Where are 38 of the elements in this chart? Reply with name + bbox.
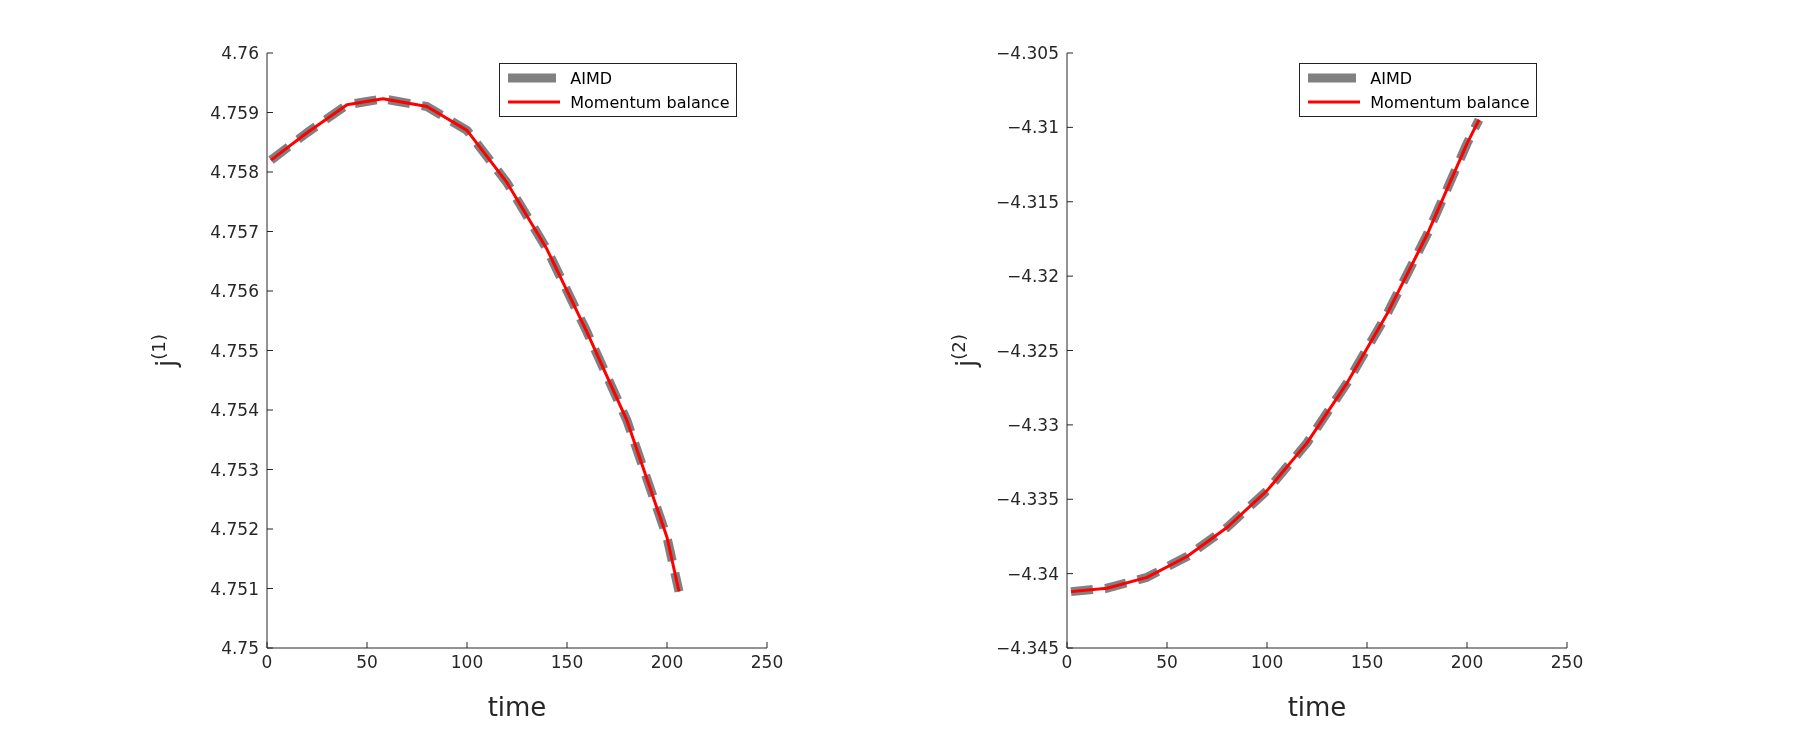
x-tick-label: 150 <box>1350 652 1383 673</box>
y-tick-label: 4.751 <box>209 578 259 599</box>
x-tick-label: 150 <box>550 652 583 673</box>
y-tick-label: −4.305 <box>995 43 1059 64</box>
y-tick-label: 4.757 <box>209 221 259 242</box>
x-tick-label: 0 <box>261 652 272 673</box>
legend-label: AIMD <box>1370 68 1413 88</box>
y-tick-label: 4.759 <box>209 102 259 123</box>
x-tick-label: 250 <box>750 652 783 673</box>
x-tick-label: 250 <box>1550 652 1583 673</box>
y-tick-label: 4.752 <box>209 519 259 540</box>
x-tick-label: 50 <box>355 652 378 673</box>
x-tick-label: 0 <box>1061 652 1072 673</box>
y-tick-label: −4.33 <box>1006 414 1059 435</box>
x-tick-label: 200 <box>650 652 683 673</box>
y-tick-label: 4.76 <box>220 43 259 64</box>
y-tick-label: −4.32 <box>1006 266 1059 287</box>
y-tick-label: 4.758 <box>209 162 259 183</box>
legend-label: AIMD <box>570 68 613 88</box>
y-tick-label: −4.315 <box>995 191 1059 212</box>
x-tick-label: 50 <box>1155 652 1178 673</box>
x-axis-title: time <box>1287 692 1346 722</box>
y-tick-label: −4.31 <box>1006 117 1059 138</box>
x-tick-label: 100 <box>450 652 483 673</box>
legend-label: Momentum balance <box>1370 92 1530 112</box>
x-axis-title: time <box>487 692 546 722</box>
x-tick-label: 200 <box>1450 652 1483 673</box>
x-tick-label: 100 <box>1250 652 1283 673</box>
y-tick-label: −4.34 <box>1006 563 1059 584</box>
y-tick-label: 4.755 <box>209 340 259 361</box>
y-tick-label: −4.325 <box>995 340 1059 361</box>
legend-label: Momentum balance <box>570 92 730 112</box>
y-tick-label: −4.335 <box>995 489 1059 510</box>
y-tick-label: 4.75 <box>220 638 259 659</box>
y-tick-label: 4.753 <box>209 459 259 480</box>
y-tick-label: 4.754 <box>209 400 259 421</box>
y-tick-label: −4.345 <box>995 638 1059 659</box>
y-tick-label: 4.756 <box>209 281 259 302</box>
